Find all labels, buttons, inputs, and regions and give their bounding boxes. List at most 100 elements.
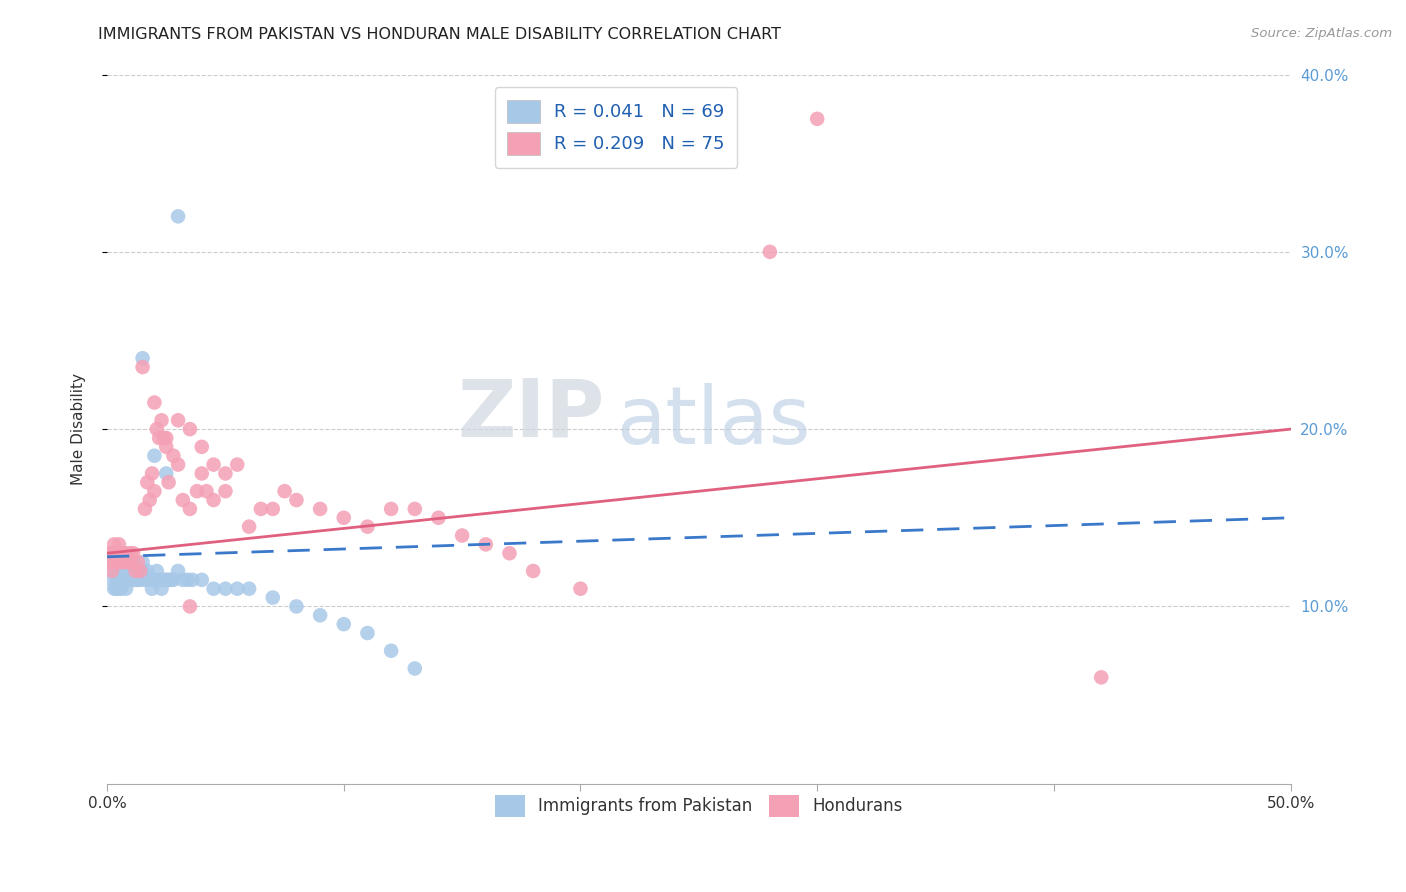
Point [108,573,131,587]
Point [333,510,356,524]
Text: atlas: atlas [616,383,810,461]
Point [120,555,142,569]
Point [146,564,169,578]
Point [108,555,131,569]
Point [498,546,520,560]
Point [179,599,201,614]
Point [186,484,208,499]
Y-axis label: Male Disability: Male Disability [72,373,86,485]
Point [214,484,236,499]
Point [110,546,132,560]
Point [101,546,124,560]
Point [155,467,177,481]
Point [143,449,166,463]
Point [190,573,212,587]
Point [131,564,153,578]
Point [806,112,828,126]
Point [127,573,149,587]
Point [153,573,176,587]
Point [1090,670,1112,684]
Point [112,546,135,560]
Point [105,573,128,587]
Point [172,573,194,587]
Point [226,458,249,472]
Point [108,555,131,569]
Point [120,546,142,560]
Point [569,582,592,596]
Point [190,440,212,454]
Point [108,546,131,560]
Point [141,582,163,596]
Point [153,431,176,445]
Point [148,431,170,445]
Point [150,413,173,427]
Point [155,440,177,454]
Point [98,546,121,560]
Point [134,502,156,516]
Point [262,591,284,605]
Point [98,555,121,569]
Point [250,502,273,516]
Point [110,564,132,578]
Point [167,564,190,578]
Point [105,582,128,596]
Text: ZIP: ZIP [457,376,605,454]
Point [150,582,173,596]
Point [451,528,474,542]
Point [101,564,124,578]
Point [285,493,308,508]
Point [285,599,308,614]
Point [356,519,378,533]
Point [103,537,125,551]
Text: IMMIGRANTS FROM PAKISTAN VS HONDURAN MALE DISABILITY CORRELATION CHART: IMMIGRANTS FROM PAKISTAN VS HONDURAN MAL… [98,27,782,42]
Point [108,564,131,578]
Point [138,493,160,508]
Point [124,564,146,578]
Point [120,573,142,587]
Point [179,502,201,516]
Point [759,244,782,259]
Point [115,564,138,578]
Point [238,519,260,533]
Point [112,555,135,569]
Point [181,573,204,587]
Point [176,573,198,587]
Point [110,582,132,596]
Point [134,573,156,587]
Point [157,475,180,490]
Point [112,555,135,569]
Point [112,573,135,587]
Point [155,573,177,587]
Point [115,555,138,569]
Point [202,582,225,596]
Point [131,555,153,569]
Point [127,555,149,569]
Point [136,475,159,490]
Point [129,573,152,587]
Point [105,555,128,569]
Point [108,537,131,551]
Point [103,546,125,560]
Point [122,573,145,587]
Point [127,564,149,578]
Point [122,546,145,560]
Point [309,502,332,516]
Point [333,617,356,632]
Point [105,546,128,560]
Point [101,573,124,587]
Point [226,582,249,596]
Point [129,564,152,578]
Point [101,546,124,560]
Point [167,458,190,472]
Point [120,555,142,569]
Point [380,502,402,516]
Point [98,555,121,569]
Point [138,573,160,587]
Point [273,484,295,499]
Point [103,555,125,569]
Point [103,582,125,596]
Point [131,360,153,375]
Point [238,582,260,596]
Text: Source: ZipAtlas.com: Source: ZipAtlas.com [1251,27,1392,40]
Point [108,582,131,596]
